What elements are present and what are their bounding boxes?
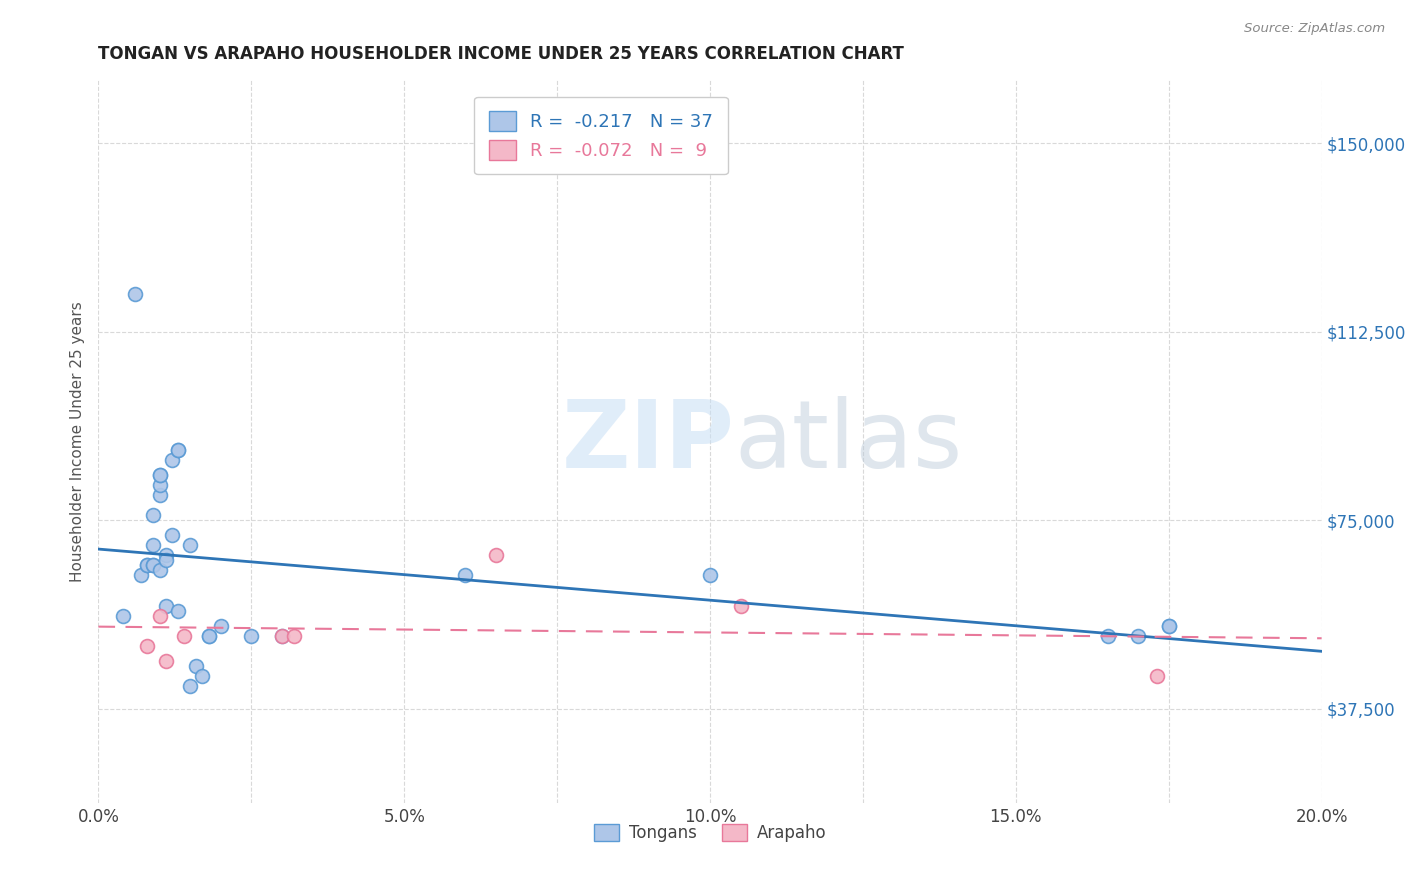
Point (149, 467, 172, 482)
Point (160, 452, 183, 467)
Point (142, 558, 165, 573)
Text: TONGAN VS ARAPAHO HOUSEHOLDER INCOME UNDER 25 YEARS CORRELATION CHART: TONGAN VS ARAPAHO HOUSEHOLDER INCOME UND… (98, 45, 904, 63)
Point (179, 679, 201, 693)
Point (1128, 629, 1150, 643)
Point (149, 478, 172, 492)
Point (136, 558, 159, 573)
Point (699, 568, 721, 582)
Point (155, 599, 177, 613)
Point (173, 629, 195, 643)
Point (191, 669, 214, 683)
Point (167, 603, 190, 617)
Point (149, 488, 172, 502)
Point (283, 629, 305, 643)
Point (454, 568, 477, 582)
Point (167, 442, 190, 457)
Point (167, 442, 190, 457)
Point (149, 563, 172, 577)
Point (1157, 618, 1180, 632)
Point (160, 528, 183, 542)
Point (111, 608, 134, 623)
Point (179, 538, 201, 552)
Legend: Tongans, Arapaho: Tongans, Arapaho (588, 817, 832, 848)
Point (197, 629, 219, 643)
Point (197, 629, 219, 643)
Point (186, 658, 208, 673)
Point (485, 548, 508, 562)
Point (270, 629, 292, 643)
Point (149, 608, 172, 623)
Point (155, 548, 177, 562)
Point (142, 508, 165, 522)
Point (209, 618, 232, 632)
Text: atlas: atlas (734, 395, 963, 488)
Point (124, 286, 146, 301)
Text: ZIP: ZIP (561, 395, 734, 488)
Point (136, 558, 159, 573)
Point (149, 467, 172, 482)
Point (1146, 669, 1168, 683)
Text: Source: ZipAtlas.com: Source: ZipAtlas.com (1244, 22, 1385, 36)
Point (1097, 629, 1119, 643)
Point (155, 553, 177, 567)
Point (270, 629, 292, 643)
Point (240, 629, 263, 643)
Point (1157, 618, 1180, 632)
Point (136, 639, 159, 653)
Point (142, 538, 165, 552)
Point (730, 599, 752, 613)
Point (129, 568, 152, 582)
Point (142, 558, 165, 573)
Y-axis label: Householder Income Under 25 years: Householder Income Under 25 years (69, 301, 84, 582)
Point (155, 654, 177, 668)
